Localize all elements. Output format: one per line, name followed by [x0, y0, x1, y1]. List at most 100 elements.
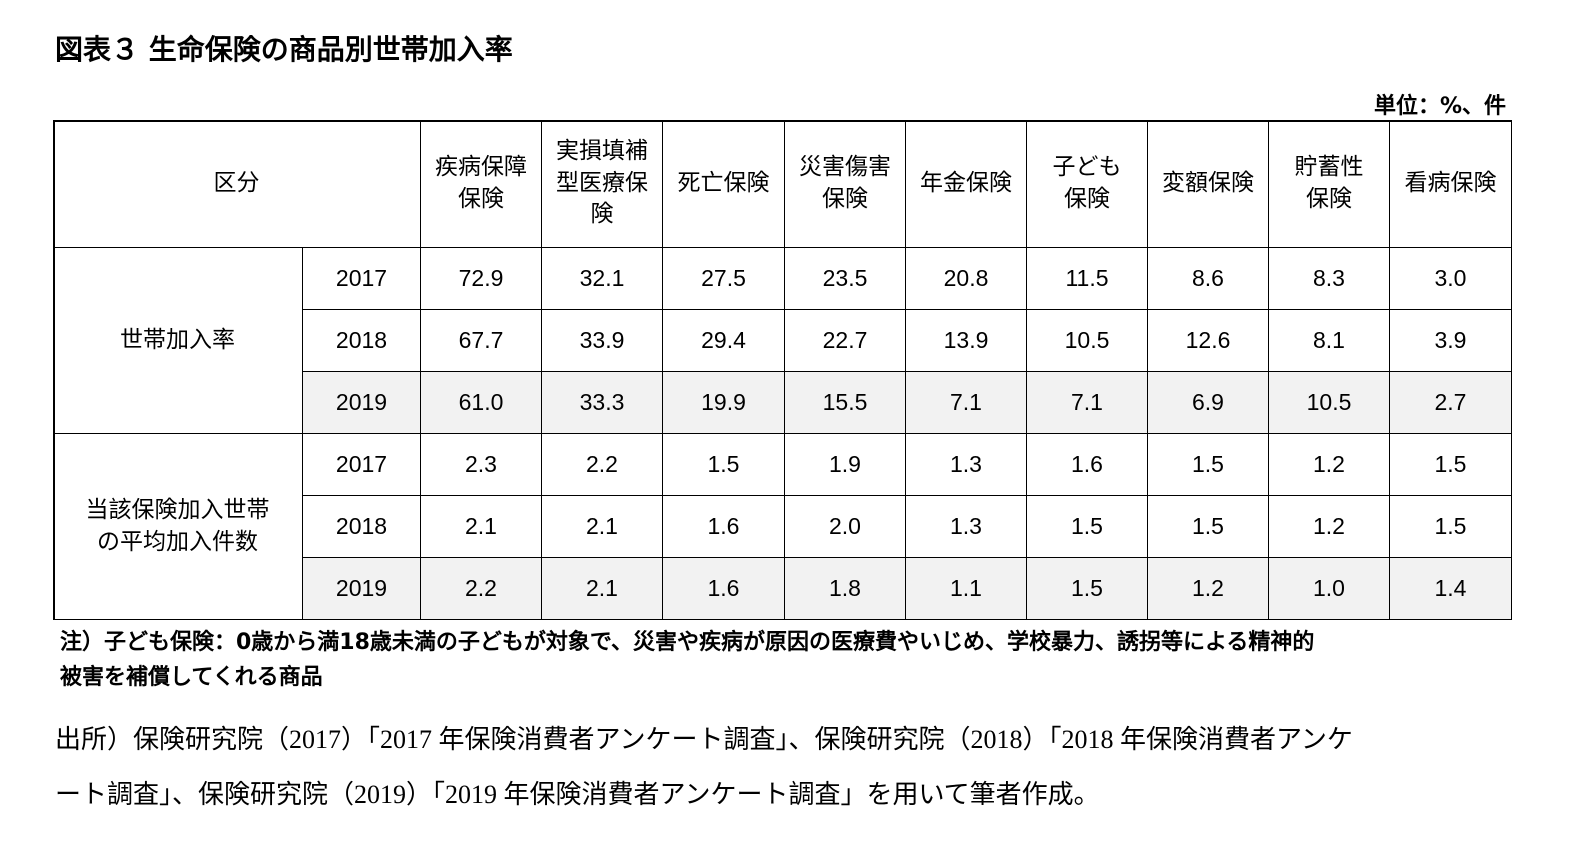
value-cell: 61.0	[421, 372, 542, 434]
value-cell: 1.3	[906, 496, 1027, 558]
value: 22.7	[822, 326, 868, 353]
value-cell: 67.7	[421, 310, 542, 372]
value: 2.0	[829, 512, 861, 539]
value: 2.7	[1434, 388, 1467, 415]
value: 1.6	[1071, 450, 1103, 477]
header-cell: 疾病保障 保険	[421, 120, 542, 248]
group-cell: 当該保険加入世帯 の平均加入件数	[53, 434, 303, 620]
header-cell: 貯蓄性 保険	[1269, 120, 1390, 248]
value-cell: 2.1	[421, 496, 542, 558]
header-text: 険	[590, 201, 614, 228]
value-cell: 72.9	[421, 248, 542, 310]
value-cell: 2.2	[542, 434, 663, 496]
note-line: 被害を補償してくれる商品	[60, 665, 323, 690]
value: 6.9	[1192, 388, 1224, 415]
value: 1.5	[1192, 450, 1224, 477]
value: 1.8	[829, 574, 861, 601]
value: 8.1	[1313, 326, 1345, 353]
value: 2.2	[586, 450, 618, 477]
year: 2017	[335, 264, 388, 291]
value: 1.4	[1434, 574, 1467, 601]
header-text: 年金保険	[920, 169, 1012, 196]
header-text: 区分	[213, 169, 260, 196]
value: 1.6	[707, 574, 740, 601]
group-label: 当該保険加入世帯	[85, 496, 270, 523]
value: 32.1	[579, 264, 625, 291]
header-text: 保険	[458, 185, 504, 212]
value-cell: 8.1	[1269, 310, 1390, 372]
header-text: 疾病保障	[435, 153, 527, 180]
value: 1.3	[950, 512, 982, 539]
year: 2018	[335, 512, 388, 539]
value-cell: 2.1	[542, 496, 663, 558]
value: 27.5	[701, 264, 746, 291]
value: 10.5	[1306, 388, 1352, 415]
value-cell: 1.9	[785, 434, 906, 496]
source: 出所）保険研究院（2017）「2017 年保険消費者アンケート調査」、保険研究院…	[55, 712, 1353, 822]
value-cell: 3.0	[1390, 248, 1512, 310]
note-line: 注）子ども保険：0歳から満18歳未満の子どもが対象で、災害や疾病が原因の医療費や…	[60, 630, 1315, 655]
value: 7.1	[1071, 388, 1103, 415]
value: 1.1	[950, 574, 982, 601]
source-line: 出所）保険研究院（2017）「2017 年保険消費者アンケート調査」、保険研究院…	[55, 725, 1353, 754]
year-cell: 2018	[303, 496, 421, 558]
value: 33.9	[579, 326, 625, 353]
header-text: 子ども	[1052, 153, 1122, 180]
header-cell: 死亡保険	[663, 120, 785, 248]
header-text: 保険	[1064, 185, 1110, 212]
header-cell: 子ども 保険	[1027, 120, 1148, 248]
value-cell: 33.9	[542, 310, 663, 372]
value-cell: 20.8	[906, 248, 1027, 310]
value-cell: 1.6	[663, 558, 785, 620]
value: 2.3	[465, 450, 497, 477]
value: 15.5	[822, 388, 868, 415]
header-text: 変額保険	[1162, 169, 1254, 196]
table: 区分 疾病保障 保険 実損填補 型医療保険死亡保険 災害傷害 保険 年金保険 子ども 保険 変額保険…	[53, 120, 1512, 620]
value-cell: 32.1	[542, 248, 663, 310]
value-cell: 1.2	[1269, 434, 1390, 496]
group-label: の平均加入件数	[97, 528, 258, 555]
value-cell: 3.9	[1390, 310, 1512, 372]
note: 注）子ども保険：0歳から満18歳未満の子どもが対象で、災害や疾病が原因の医療費や…	[60, 625, 1314, 695]
value-cell: 19.9	[663, 372, 785, 434]
value-cell: 13.9	[906, 310, 1027, 372]
value-cell: 1.6	[1027, 434, 1148, 496]
header-text: 死亡保険	[677, 169, 770, 196]
header-cell: 看病保険	[1390, 120, 1512, 248]
value: 29.4	[701, 326, 746, 353]
year: 2018	[335, 326, 388, 353]
value-cell: 1.5	[1148, 434, 1269, 496]
value: 7.1	[950, 388, 982, 415]
value-cell: 1.5	[1148, 496, 1269, 558]
value-cell: 8.6	[1148, 248, 1269, 310]
value: 1.2	[1313, 450, 1345, 477]
value-cell: 7.1	[1027, 372, 1148, 434]
value-cell: 11.5	[1027, 248, 1148, 310]
value-cell: 1.5	[1390, 434, 1512, 496]
value: 33.3	[579, 388, 625, 415]
value-cell: 2.2	[421, 558, 542, 620]
group-cell: 世帯加入率	[53, 248, 303, 434]
value-cell: 1.2	[1148, 558, 1269, 620]
source-line: ート調査」、保険研究院（2019）「2019 年保険消費者アンケート調査」を用い…	[55, 780, 1100, 809]
value: 8.6	[1192, 264, 1224, 291]
value: 2.1	[465, 512, 497, 539]
value: 2.1	[586, 574, 618, 601]
header-cell: 区分	[53, 120, 421, 248]
year-cell: 2019	[303, 372, 421, 434]
value-cell: 1.1	[906, 558, 1027, 620]
value: 23.5	[822, 264, 868, 291]
value: 1.3	[950, 450, 982, 477]
unit: 単位：%、件	[1373, 94, 1506, 119]
value: 1.9	[829, 450, 861, 477]
value-cell: 1.6	[663, 496, 785, 558]
value-cell: 10.5	[1027, 310, 1148, 372]
value-cell: 1.5	[1027, 558, 1148, 620]
value: 1.2	[1313, 512, 1345, 539]
value: 1.6	[707, 512, 740, 539]
value-cell: 1.0	[1269, 558, 1390, 620]
value-cell: 1.5	[1027, 496, 1148, 558]
value-cell: 2.0	[785, 496, 906, 558]
value-cell: 27.5	[663, 248, 785, 310]
value-cell: 33.3	[542, 372, 663, 434]
